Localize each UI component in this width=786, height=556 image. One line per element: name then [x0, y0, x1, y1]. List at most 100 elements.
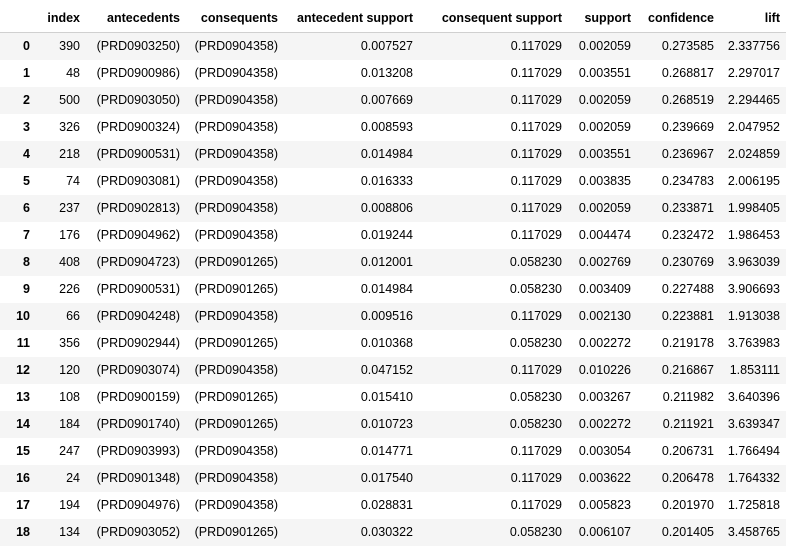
- antecedents-cell: (PRD0901348): [96, 471, 180, 485]
- lift-cell: 2.297017: [727, 66, 780, 80]
- confidence-cell: 0.206731: [661, 444, 714, 458]
- consequent-support-cell: 0.117029: [510, 93, 562, 107]
- antecedents-cell: (PRD0901740): [96, 417, 180, 431]
- antecedents-cell: (PRD0903074): [96, 363, 180, 377]
- lift-cell: 3.963039: [727, 255, 780, 269]
- confidence-cell: 0.206478: [661, 471, 714, 485]
- lift-cell: 2.294465: [727, 93, 780, 107]
- lift-cell: 3.906693: [727, 282, 780, 296]
- index-cell: 390: [59, 39, 80, 53]
- row-index: 13: [16, 390, 30, 404]
- consequent-support-cell: 0.117029: [510, 228, 562, 242]
- consequent-support-cell: 0.117029: [510, 174, 562, 188]
- lift-cell: 2.337756: [727, 39, 780, 53]
- consequent-support-header: consequent support: [419, 4, 568, 33]
- antecedent-support-cell: 0.012001: [360, 255, 413, 269]
- table-row: 0 390 (PRD0903250) (PRD0904358) 0.007527 0.11…: [0, 32, 786, 60]
- confidence-cell: 0.216867: [661, 363, 714, 377]
- consequents-cell: (PRD0901265): [194, 255, 278, 269]
- confidence-cell: 0.232472: [661, 228, 714, 242]
- lift-cell: 3.640396: [727, 390, 780, 404]
- table-row: 8 408 (PRD0904723) (PRD0901265) 0.012001 0.05…: [0, 249, 786, 276]
- antecedent-support-cell: 0.013208: [360, 66, 413, 80]
- confidence-header: confidence: [637, 4, 720, 33]
- lift-cell: 1.986453: [727, 228, 780, 242]
- index-cell: 218: [59, 147, 80, 161]
- table-row: 7 176 (PRD0904962) (PRD0904358) 0.019244 0.11…: [0, 222, 786, 249]
- index-cell: 134: [59, 525, 80, 539]
- table-row: 12 120 (PRD0903074) (PRD0904358) 0.047152 0.1…: [0, 357, 786, 384]
- antecedents-cell: (PRD0900324): [96, 120, 180, 134]
- support-cell: 0.003267: [578, 390, 631, 404]
- lift-cell: 1.725818: [727, 498, 780, 512]
- row-index: 14: [16, 417, 30, 431]
- row-index: 17: [16, 498, 30, 512]
- support-cell: 0.002059: [578, 201, 631, 215]
- table-body: 0 390 (PRD0903250) (PRD0904358) 0.007527 0.11…: [0, 32, 786, 546]
- consequent-support-cell: 0.058230: [509, 282, 562, 296]
- consequent-support-cell: 0.117029: [510, 66, 562, 80]
- row-index: 12: [16, 363, 30, 377]
- consequents-cell: (PRD0904358): [194, 363, 278, 377]
- consequents-cell: (PRD0901265): [194, 282, 278, 296]
- confidence-cell: 0.219178: [661, 336, 714, 350]
- header-row: index antecedents consequents antecedent su…: [0, 4, 786, 33]
- index-cell: 356: [59, 336, 80, 350]
- consequent-support-cell: 0.117029: [510, 201, 562, 215]
- lift-cell: 3.458765: [727, 525, 780, 539]
- consequent-support-cell: 0.058230: [509, 525, 562, 539]
- index-cell: 237: [59, 201, 80, 215]
- consequent-support-cell: 0.117029: [510, 363, 562, 377]
- confidence-cell: 0.236967: [661, 147, 714, 161]
- table-row: 18 134 (PRD0903052) (PRD0901265) 0.030322 0.0…: [0, 519, 786, 546]
- consequent-support-cell: 0.117029: [510, 147, 562, 161]
- row-index: 4: [23, 147, 30, 161]
- antecedent-support-cell: 0.015410: [360, 390, 413, 404]
- consequents-cell: (PRD0904358): [194, 66, 278, 80]
- support-cell: 0.002059: [578, 120, 631, 134]
- index-cell: 66: [66, 309, 80, 323]
- support-cell: 0.002272: [578, 417, 631, 431]
- table-row: 16 24 (PRD0901348) (PRD0904358) 0.017540 0.11…: [0, 465, 786, 492]
- row-index: 7: [23, 228, 30, 242]
- lift-cell: 1.853111: [729, 363, 780, 377]
- lift-cell: 2.024859: [727, 147, 780, 161]
- confidence-cell: 0.227488: [661, 282, 714, 296]
- support-cell: 0.003835: [578, 174, 631, 188]
- table-header: index antecedents consequents antecedent su…: [0, 4, 786, 33]
- antecedents-cell: (PRD0904976): [96, 498, 180, 512]
- row-index: 9: [23, 282, 30, 296]
- row-index: 0: [23, 39, 30, 53]
- index-cell: 247: [59, 444, 80, 458]
- consequents-cell: (PRD0904358): [194, 471, 278, 485]
- lift-cell: 3.639347: [727, 417, 780, 431]
- consequent-support-cell: 0.117029: [510, 471, 562, 485]
- table-row: 10 66 (PRD0904248) (PRD0904358) 0.009516 0.11…: [0, 303, 786, 330]
- support-header: support: [568, 4, 637, 33]
- row-index: 16: [16, 471, 30, 485]
- antecedents-cell: (PRD0902813): [96, 201, 180, 215]
- table-row: 11 356 (PRD0902944) (PRD0901265) 0.010368 0.0…: [0, 330, 786, 357]
- consequents-header: consequents: [186, 4, 284, 33]
- lift-cell: 2.047952: [727, 120, 780, 134]
- index-header: index: [36, 4, 86, 33]
- confidence-cell: 0.211982: [662, 390, 714, 404]
- support-cell: 0.003551: [578, 147, 631, 161]
- support-cell: 0.003409: [578, 282, 631, 296]
- support-cell: 0.004474: [578, 228, 631, 242]
- row-index: 2: [23, 93, 30, 107]
- row-index-header: [0, 4, 36, 33]
- table-row: 3 326 (PRD0900324) (PRD0904358) 0.008593 0.11…: [0, 114, 786, 141]
- confidence-cell: 0.211921: [662, 417, 714, 431]
- index-cell: 74: [66, 174, 80, 188]
- consequents-cell: (PRD0904358): [194, 174, 278, 188]
- confidence-cell: 0.223881: [661, 309, 714, 323]
- consequents-cell: (PRD0904358): [194, 498, 278, 512]
- row-index: 11: [16, 336, 30, 350]
- consequents-cell: (PRD0904358): [194, 201, 278, 215]
- antecedent-support-cell: 0.019244: [360, 228, 413, 242]
- antecedent-support-cell: 0.017540: [360, 471, 413, 485]
- consequent-support-cell: 0.058230: [509, 390, 562, 404]
- antecedent-support-cell: 0.014771: [360, 444, 413, 458]
- support-cell: 0.010226: [578, 363, 631, 377]
